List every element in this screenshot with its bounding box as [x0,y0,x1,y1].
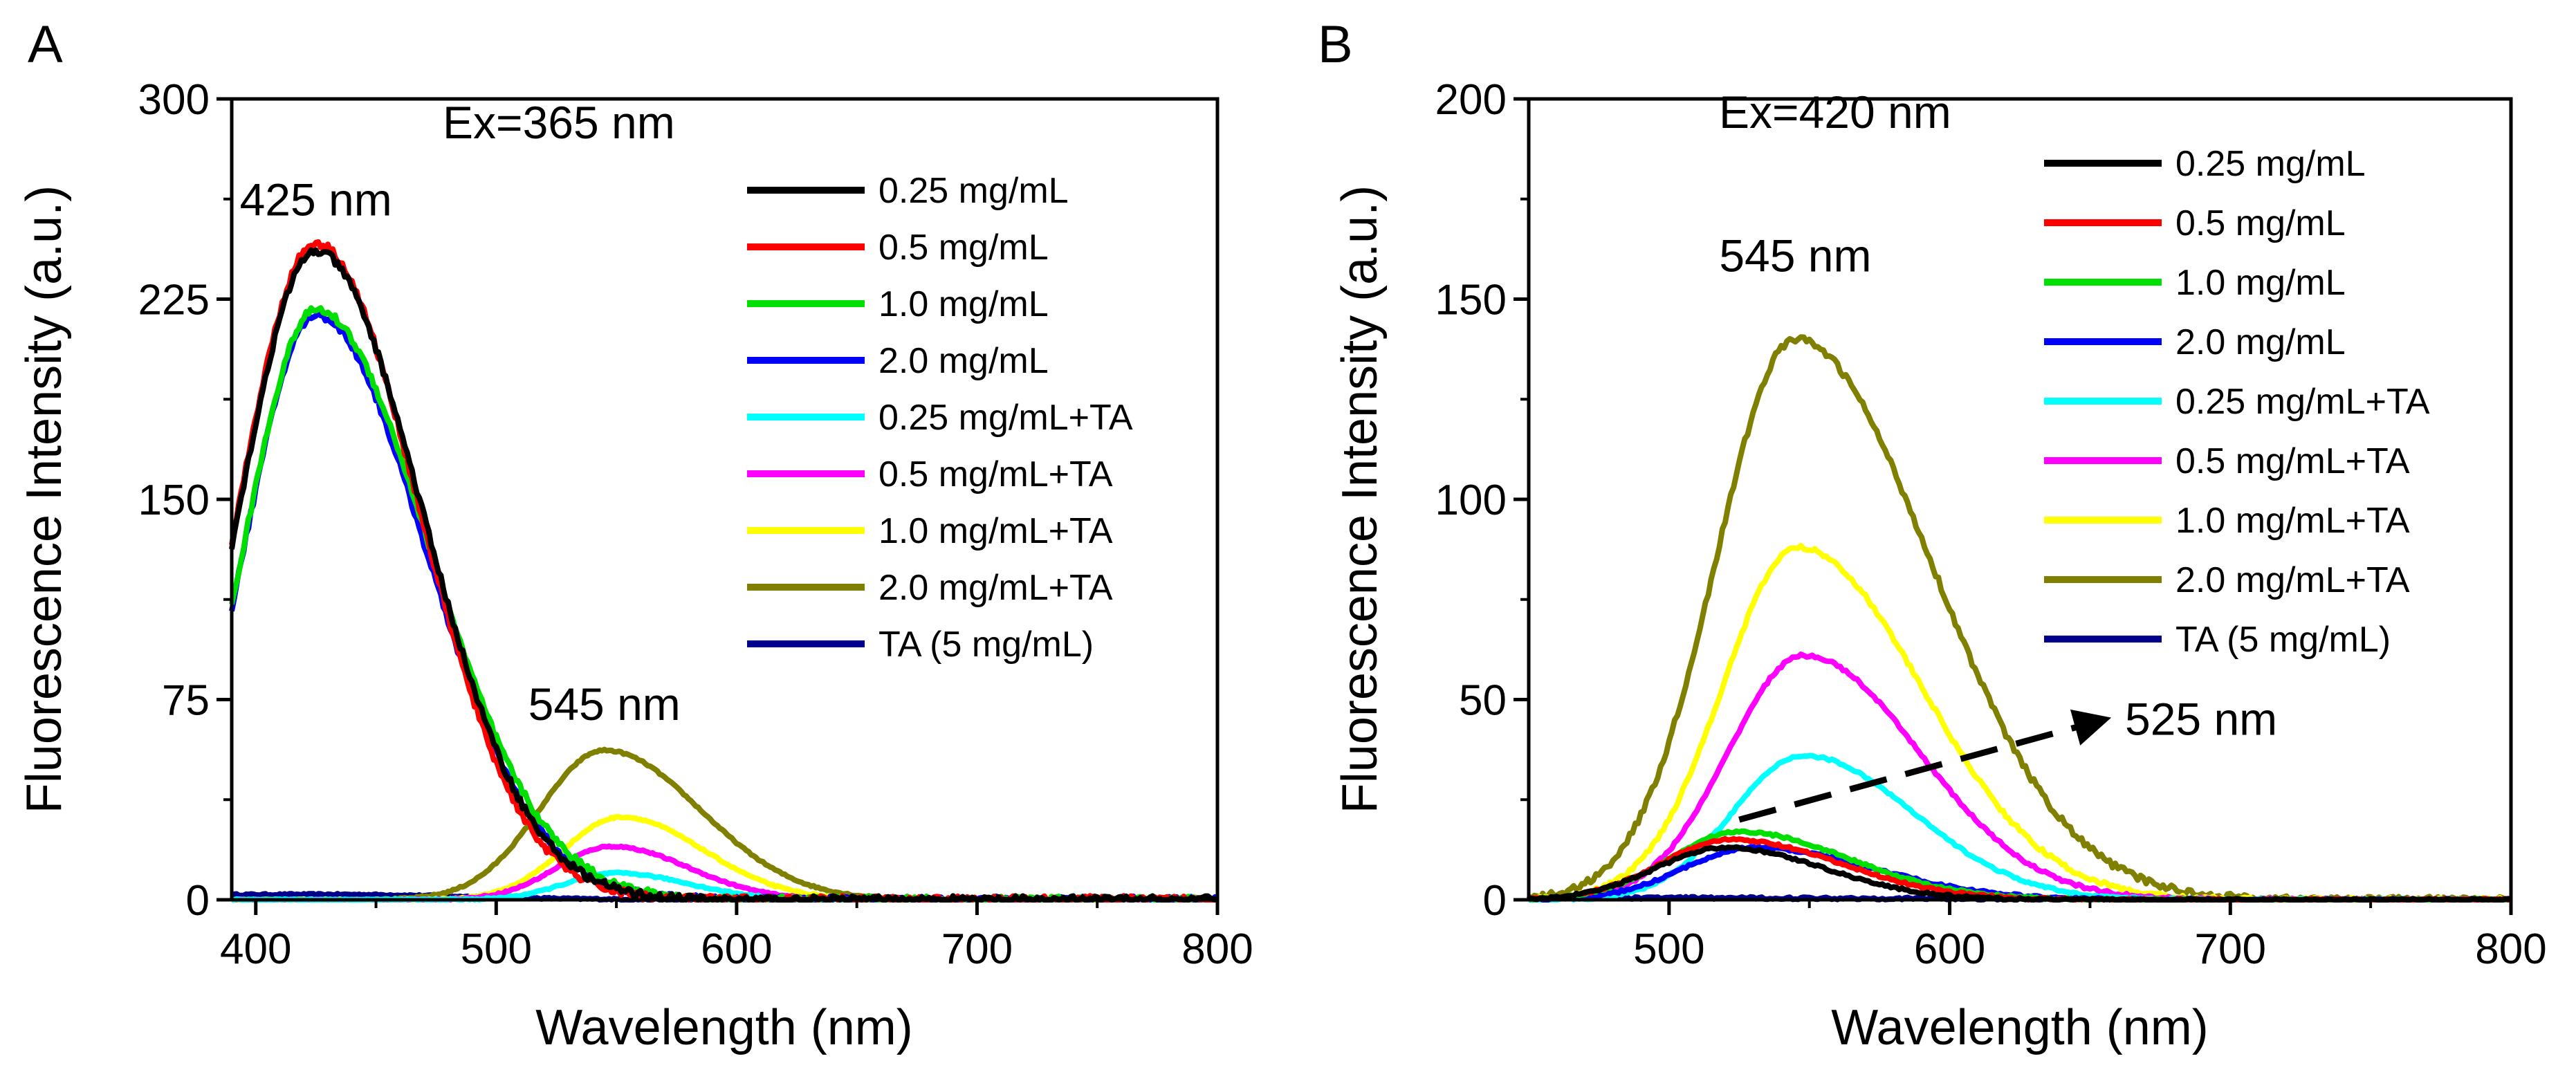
legend-label: 0.5 mg/mL [2175,203,2346,243]
shift-annotation-label: 525 nm [2125,693,2277,744]
legend-label: 1.0 mg/mL [878,284,1049,324]
panel-letter-a: A [28,15,63,74]
y-tick-label: 150 [1435,277,1507,324]
x-tick-label: 400 [220,925,291,973]
legend-label: 1.0 mg/mL [2175,263,2346,303]
panel-b-y-ticks: 0 50 100 150 200 [1435,76,1529,925]
legend-label: 2.0 mg/mL [878,341,1049,381]
legend-label: 0.25 mg/mL [2175,144,2366,184]
y-tick-label: 100 [1435,477,1507,524]
panel-b-legend: 0.25 mg/mL 0.5 mg/mL 1.0 mg/mL 2.0 mg/mL 0.2… [2044,144,2430,660]
panel-b-x-axis-title: Wavelength (nm) [1831,1000,2209,1055]
legend-label: 0.25 mg/mL [878,171,1069,211]
panel-b-plot-frame [1527,97,2513,902]
legend-label: 0.5 mg/mL+TA [878,454,1113,495]
x-tick-label: 700 [941,925,1013,973]
legend-entry: 2.0 mg/mL+TA [747,568,1113,608]
x-tick-label: 600 [1914,925,1985,973]
legend-label: 2.0 mg/mL [2175,322,2346,362]
y-tick-label: 200 [1435,76,1507,124]
panel-letter-b: B [1318,15,1353,74]
x-tick-label: 800 [1181,925,1253,973]
legend-entry: 1.0 mg/mL+TA [2044,501,2410,541]
legend-label: 0.25 mg/mL+TA [878,398,1133,438]
legend-entry: 2.0 mg/mL+TA [2044,560,2410,600]
legend-label: TA (5 mg/mL) [2175,620,2391,660]
panel-a-excitation-label: Ex=365 nm [443,97,675,148]
panel-a-y-axis-title: Fluorescence Intensity (a.u.) [17,185,72,813]
legend-label: 0.25 mg/mL+TA [2175,382,2430,422]
panel-a-y-ticks: 0 75 150 225 300 [138,76,232,925]
panel-a: A 400 500 600 700 800 0 75 150 225 300 Wavelengt… [17,15,1253,1055]
legend-label: 1.0 mg/mL+TA [878,511,1113,551]
legend-entry: 0.5 mg/mL+TA [2044,441,2410,481]
x-tick-label: 500 [461,925,532,973]
peak-annotation-label: 545 nm [1719,230,1871,281]
x-tick-label: 800 [2475,925,2546,973]
y-tick-label: 0 [186,877,210,925]
legend-entry: 0.25 mg/mL+TA [2044,382,2430,422]
y-tick-label: 75 [162,677,210,725]
y-tick-label: 150 [138,477,210,524]
legend-label: 0.5 mg/mL [878,228,1049,268]
panel-b-x-ticks: 500 600 700 800 [1633,900,2547,973]
x-tick-label: 500 [1633,925,1704,973]
x-tick-label: 700 [2195,925,2266,973]
legend-entry: 0.5 mg/mL [2044,203,2346,243]
legend-label: 1.0 mg/mL+TA [2175,501,2410,541]
legend-entry: 2.0 mg/mL [2044,322,2346,362]
panel-a-x-ticks: 400 500 600 700 800 [220,900,1253,973]
legend-entry: 1.0 mg/mL [2044,263,2346,303]
legend-label: 0.5 mg/mL+TA [2175,441,2410,481]
panel-b-y-axis-title: Fluorescence Intensity (a.u.) [1332,185,1388,813]
peak-annotation-label: 545 nm [528,678,681,730]
panel-a-x-axis-title: Wavelength (nm) [535,1000,913,1055]
legend-entry: TA (5 mg/mL) [2044,620,2391,660]
panel-b-annotations: 545 nm 525 nm [1719,230,2277,745]
shift-arrow [1738,709,2112,823]
legend-entry: 1.0 mg/mL [747,284,1049,324]
peak-annotation-label: 425 nm [240,174,392,225]
panel-a-annotations: 425 nm 545 nm [240,174,681,730]
legend-label: TA (5 mg/mL) [878,625,1094,665]
y-tick-label: 50 [1459,677,1507,725]
legend-entry: 0.25 mg/mL+TA [747,398,1133,438]
series-line-a-7 [231,746,1219,903]
x-tick-label: 600 [701,925,772,973]
legend-entry: 2.0 mg/mL [747,341,1049,381]
panel-b-excitation-label: Ex=420 nm [1719,86,1951,138]
panel-b-shift-arrow [1738,709,2112,823]
legend-entry: 0.5 mg/mL [747,228,1049,268]
legend-entry: 1.0 mg/mL+TA [747,511,1113,551]
legend-entry: 0.25 mg/mL [747,171,1069,211]
y-tick-label: 300 [138,76,210,124]
panel-a-legend: 0.25 mg/mL 0.5 mg/mL 1.0 mg/mL 2.0 mg/mL 0.2… [747,171,1133,665]
y-tick-label: 0 [1483,877,1507,925]
series-line-b-5 [1528,651,2512,903]
panel-b: B 500 600 700 800 0 50 100 150 200 Wavelength (… [1318,15,2547,1055]
y-tick-label: 225 [138,277,210,324]
legend-label: 2.0 mg/mL+TA [2175,560,2410,600]
legend-entry: TA (5 mg/mL) [747,625,1094,665]
legend-entry: 0.25 mg/mL [2044,144,2366,184]
legend-entry: 0.5 mg/mL+TA [747,454,1113,495]
legend-label: 2.0 mg/mL+TA [878,568,1113,608]
